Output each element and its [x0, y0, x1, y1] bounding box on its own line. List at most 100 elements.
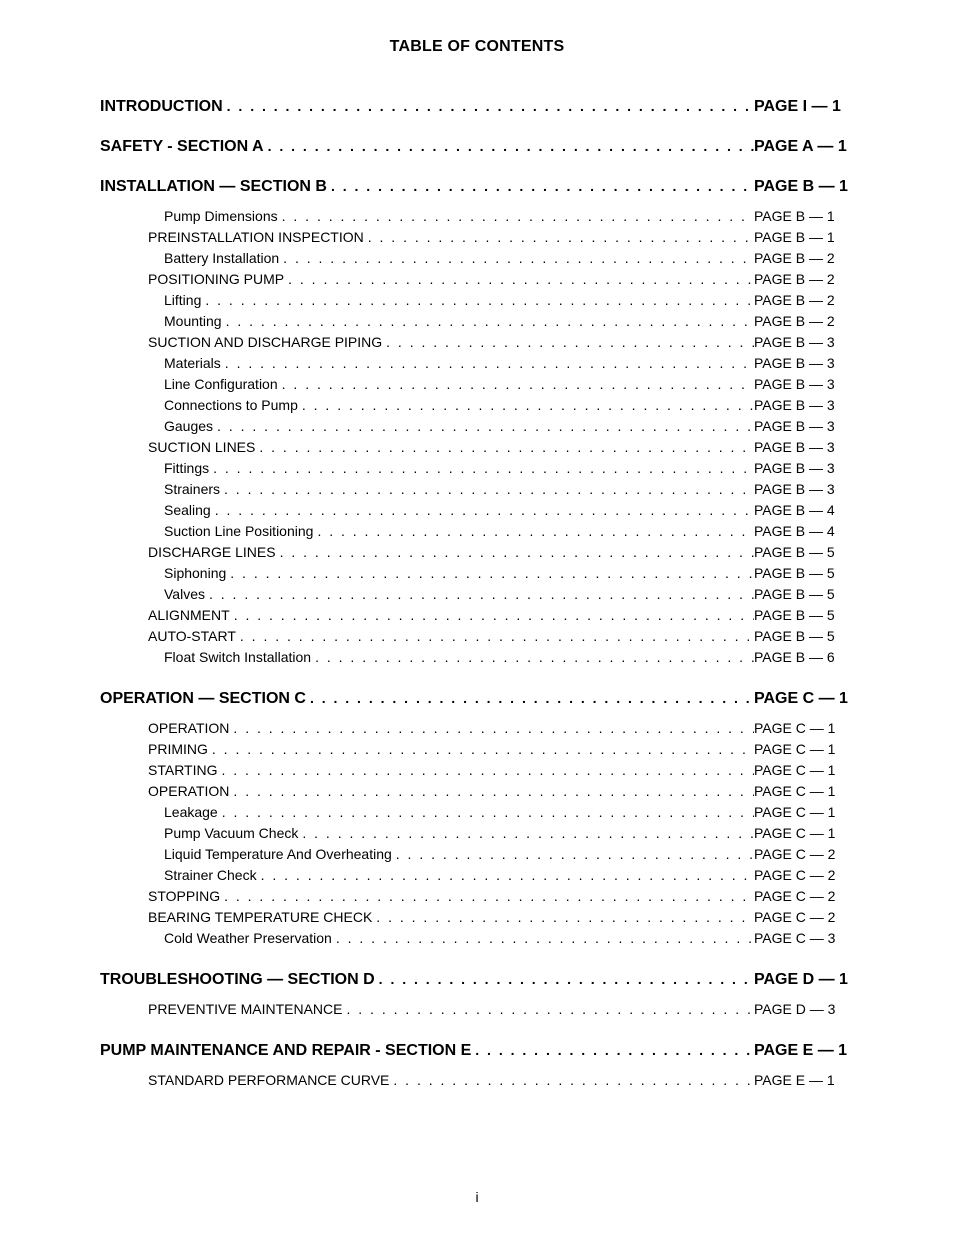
toc-section-page: PAGE E — 1	[754, 1042, 854, 1060]
toc-section-row: OPERATION — SECTION CPAGE C — 1	[100, 690, 854, 708]
toc-sub-label: PREINSTALLATION INSPECTION	[148, 227, 364, 248]
table-of-contents: INTRODUCTIONPAGE I — 1 SAFETY - SECTION A…	[100, 98, 854, 1091]
toc-sub-page: PAGE D — 3	[754, 999, 854, 1020]
toc-section-row: PUMP MAINTENANCE AND REPAIR - SECTION E P…	[100, 1042, 854, 1060]
toc-sub-label: Battery Installation	[164, 248, 279, 269]
toc-section-page: PAGE D — 1	[754, 971, 854, 989]
toc-sub-page: PAGE E — 1	[754, 1070, 854, 1091]
toc-sub-label: OPERATION	[148, 781, 229, 802]
toc-sub-row: SealingPAGE B — 4	[100, 500, 854, 521]
toc-section-label: TROUBLESHOOTING — SECTION D	[100, 971, 375, 989]
toc-sub-page: PAGE B — 2	[754, 290, 854, 311]
page-container: TABLE OF CONTENTS INTRODUCTIONPAGE I — 1…	[0, 0, 954, 1235]
toc-leader-dots	[221, 353, 754, 374]
toc-sub-label: Gauges	[164, 416, 213, 437]
toc-sub-row: ValvesPAGE B — 5	[100, 584, 854, 605]
toc-section-page: PAGE A — 1	[754, 138, 854, 156]
toc-sub-label: Liquid Temperature And Overheating	[164, 844, 392, 865]
toc-leader-dots	[218, 802, 754, 823]
toc-sub-page: PAGE B — 2	[754, 269, 854, 290]
toc-sub-list: Pump DimensionsPAGE B — 1PREINSTALLATION…	[100, 206, 854, 668]
toc-leader-dots	[213, 416, 754, 437]
toc-sub-row: STANDARD PERFORMANCE CURVE PAGE E — 1	[100, 1070, 854, 1091]
toc-sub-label: Lifting	[164, 290, 201, 311]
toc-sub-page: PAGE B — 1	[754, 206, 854, 227]
toc-sub-row: Float Switch InstallationPAGE B — 6	[100, 647, 854, 668]
toc-sub-label: AUTO-START	[148, 626, 236, 647]
toc-sub-label: ALIGNMENT	[148, 605, 230, 626]
toc-sub-label: Fittings	[164, 458, 209, 479]
toc-leader-dots	[313, 521, 754, 542]
toc-leader-dots	[382, 332, 754, 353]
toc-sub-label: Float Switch Installation	[164, 647, 311, 668]
toc-leader-dots	[279, 248, 754, 269]
toc-sub-row: SUCTION LINESPAGE B — 3	[100, 437, 854, 458]
toc-sub-page: PAGE C — 3	[754, 928, 854, 949]
toc-sub-label: Connections to Pump	[164, 395, 298, 416]
toc-leader-dots	[392, 844, 754, 865]
toc-sub-label: OPERATION	[148, 718, 229, 739]
toc-sub-page: PAGE B — 4	[754, 521, 854, 542]
toc-section-row: INTRODUCTIONPAGE I — 1	[100, 98, 854, 116]
toc-sub-row: OPERATION PAGE C — 1	[100, 781, 854, 802]
toc-sub-page: PAGE C — 2	[754, 865, 854, 886]
toc-sub-page: PAGE C — 1	[754, 823, 854, 844]
toc-sub-page: PAGE B — 5	[754, 542, 854, 563]
toc-leader-dots	[211, 500, 754, 521]
toc-sub-row: Strainer CheckPAGE C — 2	[100, 865, 854, 886]
toc-sub-row: POSITIONING PUMPPAGE B — 2	[100, 269, 854, 290]
toc-sub-list: STANDARD PERFORMANCE CURVE PAGE E — 1	[100, 1070, 854, 1091]
toc-sub-page: PAGE B — 3	[754, 395, 854, 416]
toc-sub-page: PAGE C — 1	[754, 781, 854, 802]
toc-sub-row: Liquid Temperature And Overheating PAGE C…	[100, 844, 854, 865]
toc-sub-list: OPERATIONPAGE C — 1PRIMINGPAGE C — 1STAR…	[100, 718, 854, 949]
toc-section-label: PUMP MAINTENANCE AND REPAIR - SECTION E	[100, 1042, 471, 1060]
toc-sub-page: PAGE B — 3	[754, 332, 854, 353]
toc-sub-row: Line Configuration PAGE B — 3	[100, 374, 854, 395]
toc-sub-label: STARTING	[148, 760, 218, 781]
toc-section-row: INSTALLATION — SECTION B PAGE B — 1	[100, 178, 854, 196]
toc-sub-label: Line Configuration	[164, 374, 278, 395]
toc-sub-label: STOPPING	[148, 886, 220, 907]
toc-leader-dots	[218, 760, 755, 781]
toc-sub-page: PAGE C — 1	[754, 739, 854, 760]
toc-sub-label: Suction Line Positioning	[164, 521, 313, 542]
toc-sub-page: PAGE C — 2	[754, 844, 854, 865]
toc-leader-dots	[471, 1042, 754, 1058]
toc-leader-dots	[342, 999, 754, 1020]
toc-leader-dots	[226, 563, 754, 584]
toc-sub-row: SiphoningPAGE B — 5	[100, 563, 854, 584]
toc-sub-page: PAGE B — 3	[754, 479, 854, 500]
toc-sub-page: PAGE B — 3	[754, 374, 854, 395]
toc-leader-dots	[298, 823, 754, 844]
toc-section-row: SAFETY - SECTION APAGE A — 1	[100, 138, 854, 156]
toc-sub-row: Battery Installation PAGE B — 2	[100, 248, 854, 269]
toc-leader-dots	[375, 971, 754, 987]
page-title: TABLE OF CONTENTS	[100, 38, 854, 56]
toc-leader-dots	[209, 458, 754, 479]
toc-leader-dots	[278, 206, 754, 227]
toc-sub-page: PAGE C — 2	[754, 907, 854, 928]
toc-sub-page: PAGE B — 5	[754, 626, 854, 647]
toc-sub-page: PAGE C — 2	[754, 886, 854, 907]
toc-sub-row: FittingsPAGE B — 3	[100, 458, 854, 479]
toc-section-label: OPERATION — SECTION C	[100, 690, 306, 708]
toc-leader-dots	[372, 907, 754, 928]
toc-section-page: PAGE B — 1	[754, 178, 854, 196]
toc-sub-label: STANDARD PERFORMANCE CURVE	[148, 1070, 389, 1091]
toc-sub-page: PAGE B — 2	[754, 311, 854, 332]
toc-sub-label: SUCTION LINES	[148, 437, 255, 458]
toc-sub-row: BEARING TEMPERATURE CHECKPAGE C — 2	[100, 907, 854, 928]
toc-sub-label: Mounting	[164, 311, 222, 332]
toc-sub-row: PREINSTALLATION INSPECTIONPAGE B — 1	[100, 227, 854, 248]
toc-sub-label: Materials	[164, 353, 221, 374]
toc-sub-page: PAGE B — 2	[754, 248, 854, 269]
toc-sub-label: SUCTION AND DISCHARGE PIPING	[148, 332, 382, 353]
toc-leader-dots	[220, 479, 754, 500]
toc-leader-dots	[327, 178, 754, 194]
toc-sub-list: PREVENTIVE MAINTENANCEPAGE D — 3	[100, 999, 854, 1020]
toc-sub-row: PREVENTIVE MAINTENANCEPAGE D — 3	[100, 999, 854, 1020]
toc-section-label: INSTALLATION — SECTION B	[100, 178, 327, 196]
toc-sub-row: PRIMINGPAGE C — 1	[100, 739, 854, 760]
toc-sub-label: Pump Vacuum Check	[164, 823, 298, 844]
